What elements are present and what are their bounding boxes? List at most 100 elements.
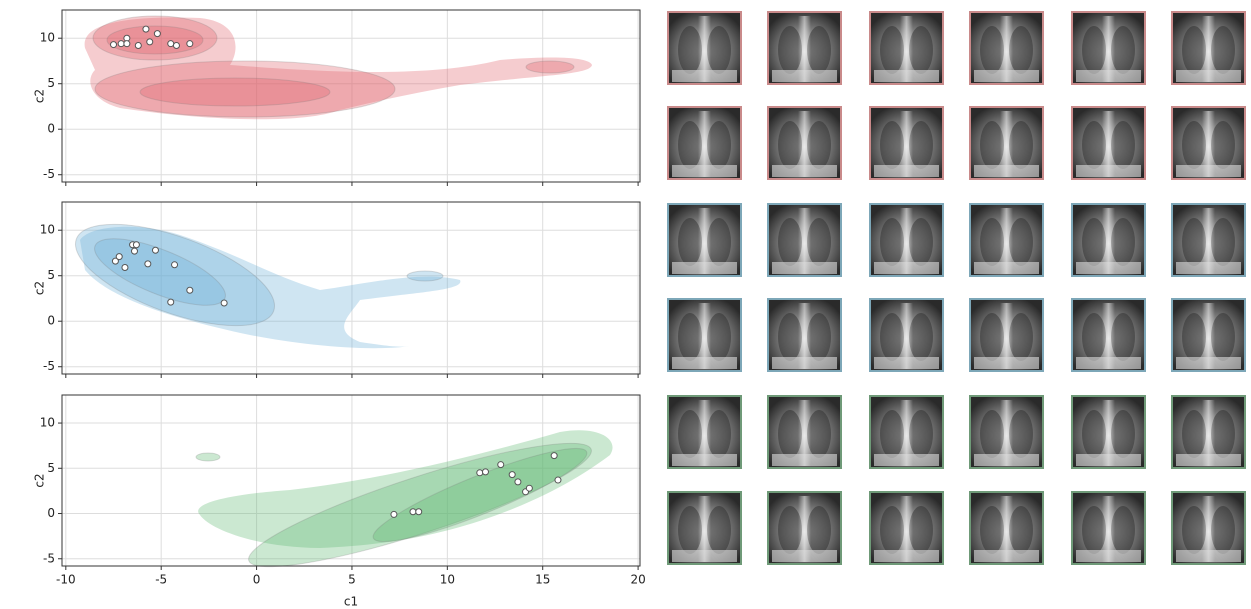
- xray-thumbnail: [668, 396, 741, 468]
- x-tick-label: 10: [440, 573, 455, 587]
- scatter-point: [133, 242, 139, 248]
- xray-thumbnail: [1172, 107, 1245, 179]
- xray-thumbnail: [768, 396, 841, 468]
- xray-thumbnail: [668, 299, 741, 371]
- x-tick-label: 0: [253, 573, 261, 587]
- diaphragm: [874, 70, 939, 82]
- scatter-point: [515, 479, 521, 485]
- xray-thumbnail: [1072, 204, 1145, 276]
- diaphragm: [672, 262, 737, 274]
- scatter-point: [111, 42, 117, 48]
- xray-thumbnail: [1072, 492, 1145, 564]
- density-contour: [526, 61, 574, 73]
- xray-thumbnail: [768, 12, 841, 84]
- xray-thumbnail: [870, 107, 943, 179]
- density-contour: [407, 271, 443, 281]
- scatter-point: [116, 254, 122, 260]
- diaphragm: [1076, 454, 1141, 466]
- y-axis-label: c2: [33, 281, 47, 295]
- y-tick-label: 0: [47, 506, 55, 520]
- scatter-point: [124, 41, 130, 47]
- scatter-point: [168, 41, 174, 47]
- xray-thumbnail: [1172, 12, 1245, 84]
- y-tick-label: 5: [47, 461, 55, 475]
- scatter-point: [410, 509, 416, 515]
- diaphragm: [974, 357, 1039, 369]
- xray-thumbnail: [668, 204, 741, 276]
- scatter-point: [118, 41, 124, 47]
- scatter-point: [152, 247, 158, 253]
- scatter-point: [509, 472, 515, 478]
- scatter-point: [168, 299, 174, 305]
- panel: -10-505101520-50510c2c1: [33, 395, 646, 609]
- diaphragm: [874, 550, 939, 562]
- xray-thumbnail: [870, 12, 943, 84]
- diaphragm: [772, 357, 837, 369]
- diaphragm: [974, 70, 1039, 82]
- xray-thumbnail: [768, 204, 841, 276]
- y-tick-label: 10: [40, 416, 55, 430]
- scatter-point: [187, 287, 193, 293]
- y-tick-label: 5: [47, 268, 55, 282]
- diaphragm: [874, 165, 939, 177]
- diaphragm: [974, 262, 1039, 274]
- diaphragm: [1076, 165, 1141, 177]
- diaphragm: [1076, 357, 1141, 369]
- scatter-point: [135, 42, 141, 48]
- scatter-point: [482, 469, 488, 475]
- xray-thumbnail: [668, 492, 741, 564]
- y-tick-label: 0: [47, 122, 55, 136]
- xray-thumbnail: [870, 396, 943, 468]
- y-tick-label: 0: [47, 314, 55, 328]
- y-tick-label: -5: [43, 359, 55, 373]
- x-tick-label: 15: [535, 573, 550, 587]
- y-tick-label: 10: [40, 31, 55, 45]
- xray-thumbnail: [668, 107, 741, 179]
- diaphragm: [772, 165, 837, 177]
- x-axis-label: c1: [344, 595, 358, 609]
- x-tick-label: -10: [56, 573, 76, 587]
- xray-thumbnail: [768, 107, 841, 179]
- density-contour: [196, 453, 220, 461]
- diaphragm: [772, 550, 837, 562]
- scatter-point: [477, 470, 483, 476]
- scatter-point: [172, 262, 178, 268]
- diaphragm: [1176, 165, 1241, 177]
- diaphragm: [1076, 70, 1141, 82]
- xray-thumbnail: [1172, 396, 1245, 468]
- diaphragm: [672, 357, 737, 369]
- xray-thumbnail: [870, 204, 943, 276]
- diaphragm: [672, 550, 737, 562]
- diaphragm: [1176, 70, 1241, 82]
- x-tick-label: 20: [630, 573, 645, 587]
- scatter-point: [154, 31, 160, 37]
- xray-thumbnail: [970, 204, 1043, 276]
- xray-thumbnail: [668, 12, 741, 84]
- xray-thumbnail: [970, 107, 1043, 179]
- xray-thumbnail: [970, 492, 1043, 564]
- page: {"chart_data": [ {"type": "scatter", "yl…: [0, 0, 1251, 609]
- x-tick-label: -5: [155, 573, 167, 587]
- diaphragm: [772, 70, 837, 82]
- diaphragm: [672, 70, 737, 82]
- xray-thumbnail: [870, 299, 943, 371]
- xray-thumbnail: [870, 492, 943, 564]
- xray-thumbnail: [970, 12, 1043, 84]
- xray-thumbnail: [1172, 299, 1245, 371]
- diaphragm: [772, 454, 837, 466]
- xray-thumbnail: [1072, 396, 1145, 468]
- diaphragm: [874, 454, 939, 466]
- diaphragm: [672, 454, 737, 466]
- diaphragm: [974, 550, 1039, 562]
- xray-thumbnail: [1072, 299, 1145, 371]
- scatter-point: [173, 42, 179, 48]
- diaphragm: [1176, 550, 1241, 562]
- scatter-point: [131, 248, 137, 254]
- xray-thumbnail: [1172, 492, 1245, 564]
- diaphragm: [1076, 550, 1141, 562]
- diaphragm: [874, 357, 939, 369]
- y-tick-label: -5: [43, 551, 55, 565]
- scatter-point: [221, 300, 227, 306]
- y-tick-label: 5: [47, 76, 55, 90]
